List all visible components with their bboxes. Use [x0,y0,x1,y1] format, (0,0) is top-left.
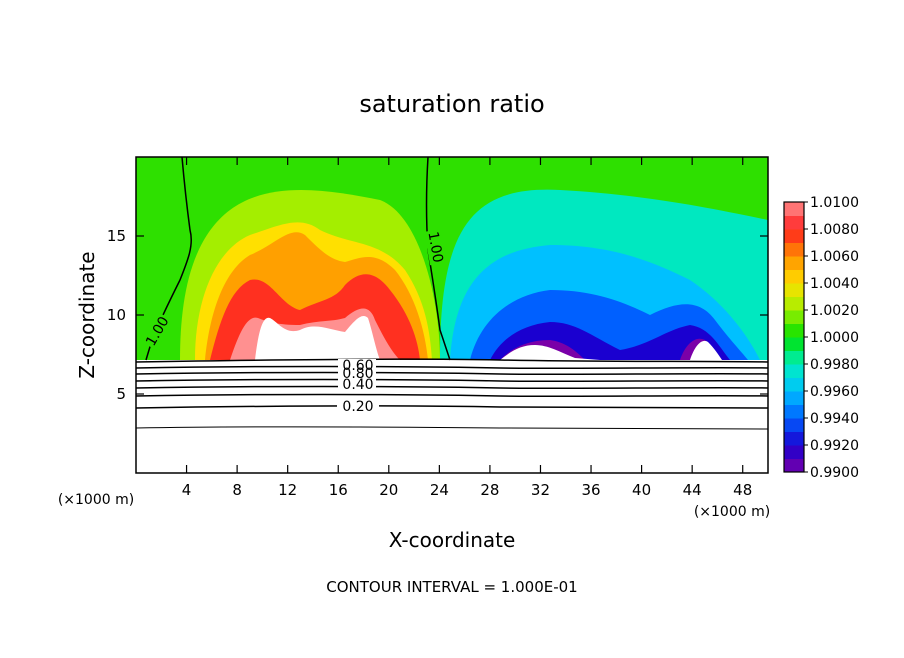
contour-lines [136,157,768,430]
colorbar-segment [784,418,804,432]
contour-line-band-4 [136,378,768,383]
contour-line-band-2 [136,365,768,370]
colorbar-tick-label: 1.0100 [810,195,859,211]
colorbar-segment [784,256,804,270]
colorbar-segment [784,242,804,257]
colorbar-segment [784,337,804,351]
contour-label-0-60: 0.60 [342,358,373,374]
x-tick-label: 32 [531,481,550,499]
contour-label-0-20: 0.20 [342,399,373,415]
white-mound-left [255,315,380,360]
contour-line-0-20 [136,405,768,409]
colorbar-segment [784,364,804,378]
plot-area [136,157,768,473]
colorbar-tick-label: 0.9920 [810,438,859,454]
x-tick-label: 48 [733,481,752,499]
colorbar-segment [784,215,804,230]
colorbar-segment [784,323,804,338]
colorbar-segment [784,377,804,392]
x-tick-label: 40 [632,481,651,499]
colorbar-tick-label: 0.9940 [810,411,859,427]
colorbar-tick-label: 0.9980 [810,357,859,373]
x-tick-label: 4 [182,481,192,499]
colorbar-tick-label: 0.9900 [810,465,859,481]
x-tick-label: 36 [581,481,600,499]
y-tick-label: 15 [107,227,126,245]
colorbar-segment [784,445,804,459]
colorbar-segment [784,296,804,311]
x-tick-label: 8 [232,481,242,499]
x-unit-right: (×1000 m) [694,504,770,520]
x-tick-label: 44 [683,481,702,499]
colorbar-tick-label: 1.0080 [810,222,859,238]
x-tick-label: 20 [379,481,398,499]
y-axis: 5 10 15 [107,227,768,403]
colorbar-segment [784,310,804,324]
colorbar-segment [784,229,804,243]
contour-interval-note: CONTOUR INTERVAL = 1.000E-01 [326,578,577,596]
colorbar: 0.9900 0.9920 0.9940 0.9960 0.9980 1.0000 1.00… [783,195,859,481]
contour-label-0-80: 0.80 [342,366,373,382]
colorbar-segment [784,391,804,405]
x-tick-label: 16 [329,481,348,499]
y-tick-label: 10 [107,306,126,324]
colorbar-segment [784,404,804,419]
colorbar-tick-label: 1.0000 [810,330,859,346]
x-tick-label: 28 [480,481,499,499]
colorbar-tick-label: 1.0020 [810,303,859,319]
colorbar-tick-label: 0.9960 [810,384,859,400]
colorbar-segment [784,269,804,284]
lower-band [136,360,768,473]
chart-title: saturation ratio [359,90,544,118]
contour-line-band-top [136,358,768,363]
contour-line-band-6 [136,393,768,398]
white-mound-right [500,340,722,360]
colorbar-segment [784,283,804,297]
y-axis-title: Z-coordinate [75,251,99,378]
contour-label-1-00-right: 1.00 [424,230,445,263]
contour-line-band-5 [136,385,768,390]
x-tick-label: 24 [430,481,449,499]
x-axis-title: X-coordinate [389,528,516,552]
x-tick-label: 12 [278,481,297,499]
colorbar-segment [784,350,804,365]
x-unit-left: (×1000 m) [58,492,134,508]
colorbar-tick-label: 1.0060 [810,249,859,265]
colorbar-tick-label: 1.0040 [810,276,859,292]
y-tick-label: 5 [116,385,126,403]
contour-line-low [136,426,768,430]
colorbar-segment [784,202,804,216]
colorbar-segment [784,431,804,446]
colorbar-segment [784,458,804,473]
contour-label-0-40: 0.40 [342,377,373,393]
x-axis: 4 8 12 16 20 24 28 32 36 40 44 48 [182,157,752,499]
contour-line-band-3 [136,371,768,376]
